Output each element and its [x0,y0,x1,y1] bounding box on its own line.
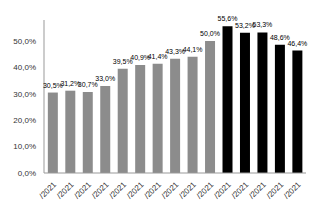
svg-text:/2021: /2021 [282,180,303,201]
svg-text:/2021: /2021 [125,180,146,201]
svg-text:10,0%: 10,0% [13,142,36,151]
svg-text:/2021: /2021 [195,180,216,201]
svg-text:30,5%: 30,5% [42,81,63,89]
svg-text:39,5%: 39,5% [112,57,133,65]
svg-text:30,0%: 30,0% [13,90,36,99]
svg-text:50,0%: 50,0% [200,30,220,37]
svg-text:/2021: /2021 [38,180,59,201]
svg-text:/2021: /2021 [177,180,198,201]
svg-text:0,0%: 0,0% [18,169,36,178]
svg-text:/2021: /2021 [142,180,163,201]
svg-text:48,6%: 48,6% [270,33,290,41]
svg-text:20,0%: 20,0% [13,116,36,125]
svg-text:41,4%: 41,4% [147,52,168,60]
svg-text:55,6%: 55,6% [217,15,238,23]
svg-text:30,7%: 30,7% [78,81,98,88]
svg-text:/2021: /2021 [55,180,76,201]
svg-text:/2021: /2021 [73,180,94,201]
svg-text:31,2%: 31,2% [60,79,81,87]
svg-text:/2021: /2021 [265,180,286,201]
svg-text:40,9%: 40,9% [130,54,151,62]
svg-text:43,3%: 43,3% [165,47,185,55]
svg-text:/2021: /2021 [230,180,251,201]
svg-text:/2021: /2021 [247,180,268,201]
svg-text:/2021: /2021 [108,180,129,201]
svg-text:/2021: /2021 [90,180,111,201]
svg-text:46,4%: 46,4% [287,40,307,47]
svg-text:53,2%: 53,2% [235,21,255,29]
svg-text:53,3%: 53,3% [253,21,273,28]
svg-text:/2021: /2021 [212,180,233,201]
svg-text:33,0%: 33,0% [95,75,115,82]
svg-text:44,1%: 44,1% [183,46,203,53]
svg-text:50,0%: 50,0% [13,37,36,46]
svg-text:/2021: /2021 [160,180,181,201]
svg-text:40,0%: 40,0% [13,63,36,72]
